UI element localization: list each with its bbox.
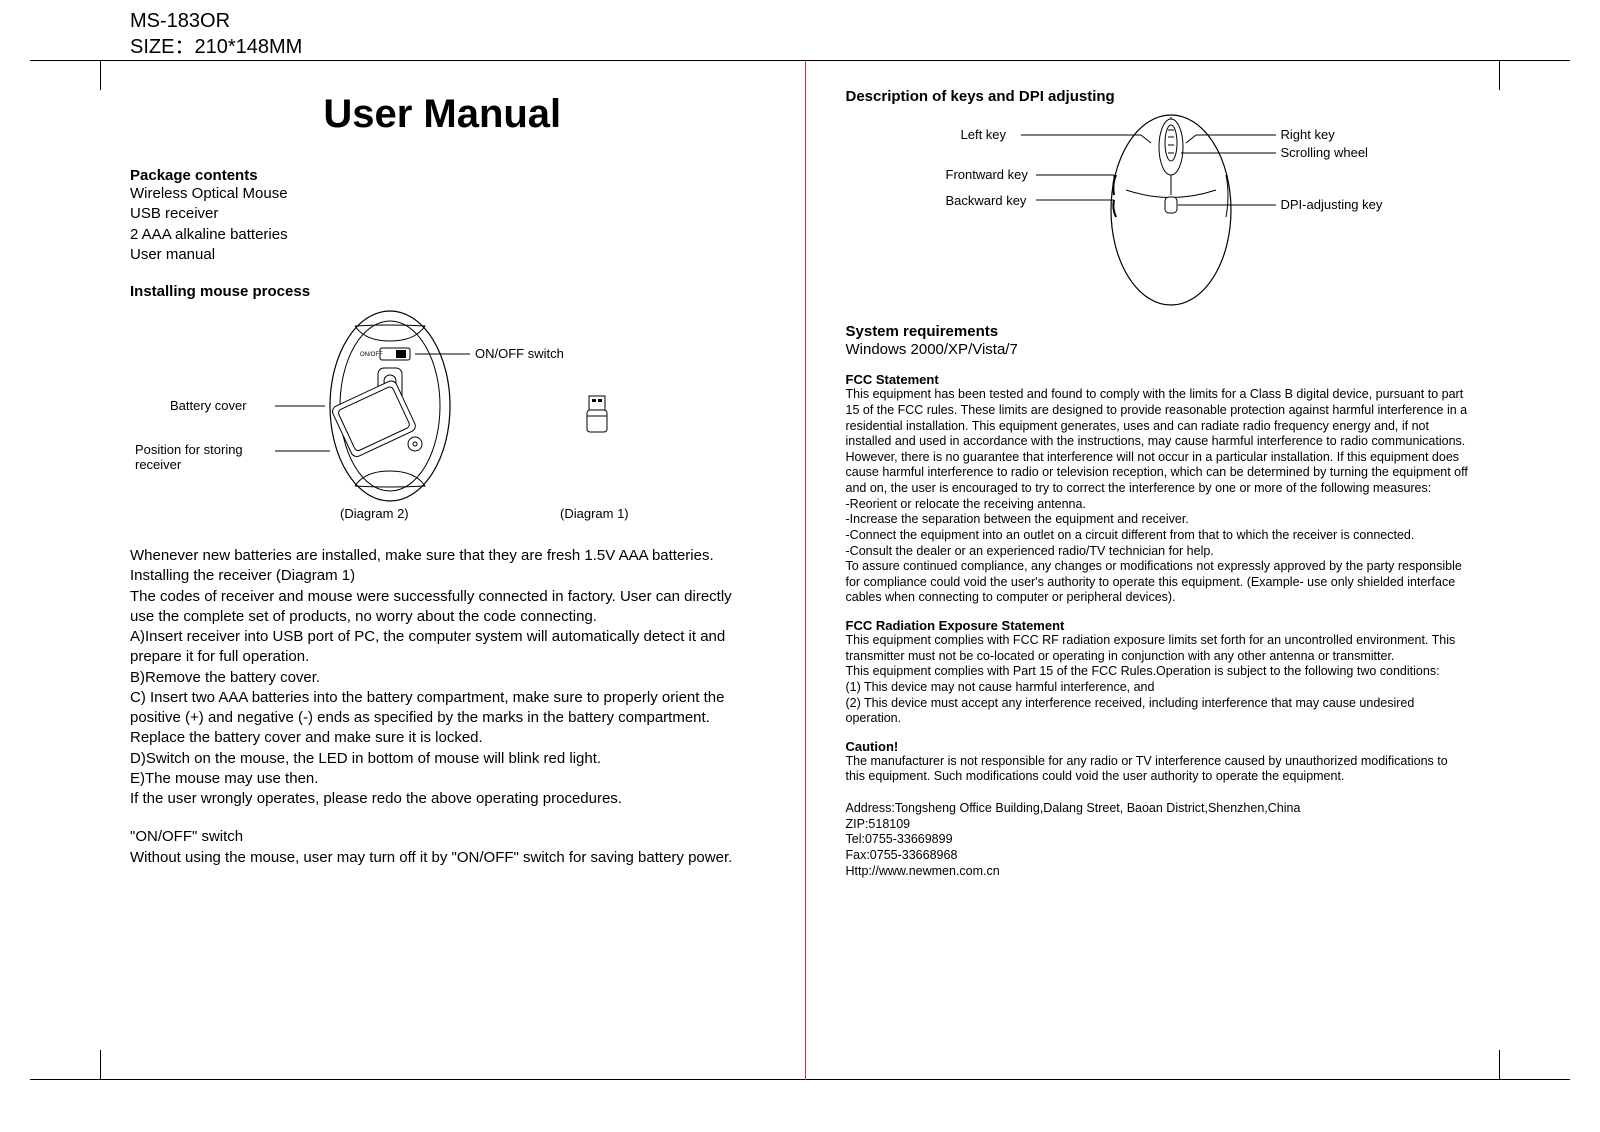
- fcc-body: This equipment has been tested and found…: [846, 387, 1471, 606]
- label-left-key: Left key: [961, 127, 1007, 142]
- onoff-heading: "ON/OFF" switch: [130, 827, 755, 847]
- left-page: User Manual Package contents Wireless Op…: [30, 60, 805, 1080]
- sysreq-body: Windows 2000/XP/Vista/7: [846, 340, 1471, 360]
- model-number: MS-183OR: [130, 8, 302, 34]
- doc-header: MS-183OR SIZE：210*148MM: [130, 8, 302, 60]
- fcc-rad-heading: FCC Radiation Exposure Statement: [846, 618, 1471, 633]
- fcc-heading: FCC Statement: [846, 372, 1471, 387]
- label-frontward: Frontward key: [946, 167, 1028, 182]
- diagram-install: ON/OFF: [130, 306, 755, 536]
- callout-lines: [130, 306, 730, 536]
- label-right-key: Right key: [1281, 127, 1335, 142]
- spread: User Manual Package contents Wireless Op…: [30, 60, 1570, 1080]
- label-scroll: Scrolling wheel: [1281, 145, 1368, 160]
- label-dpi: DPI-adjusting key: [1281, 197, 1383, 212]
- manual-title: User Manual: [130, 92, 755, 137]
- label-battery: Battery cover: [170, 398, 247, 413]
- caption-diagram1: (Diagram 1): [560, 506, 629, 521]
- label-backward: Backward key: [946, 193, 1027, 208]
- package-items: Wireless Optical Mouse USB receiver 2 AA…: [130, 184, 755, 265]
- label-receiver: Position for storing receiver: [135, 442, 270, 472]
- sysreq-heading: System requirements: [846, 323, 1471, 340]
- install-body: Whenever new batteries are installed, ma…: [130, 546, 755, 809]
- caption-diagram2: (Diagram 2): [340, 506, 409, 521]
- caution-heading: Caution!: [846, 739, 1471, 754]
- size-label: SIZE：210*148MM: [130, 34, 302, 60]
- label-onoff: ON/OFF switch: [475, 346, 564, 361]
- desc-heading: Description of keys and DPI adjusting: [846, 88, 1471, 105]
- onoff-body: Without using the mouse, user may turn o…: [130, 848, 755, 868]
- caution-body: The manufacturer is not responsible for …: [846, 754, 1471, 785]
- right-page: Description of keys and DPI adjusting: [806, 60, 1571, 1080]
- contact-info: Address:Tongsheng Office Building,Dalang…: [846, 801, 1471, 879]
- install-heading: Installing mouse process: [130, 283, 755, 300]
- diagram-top: Left key Frontward key Backward key Righ…: [846, 105, 1471, 315]
- package-heading: Package contents: [130, 167, 755, 184]
- fcc-rad-body: This equipment complies with FCC RF radi…: [846, 633, 1471, 727]
